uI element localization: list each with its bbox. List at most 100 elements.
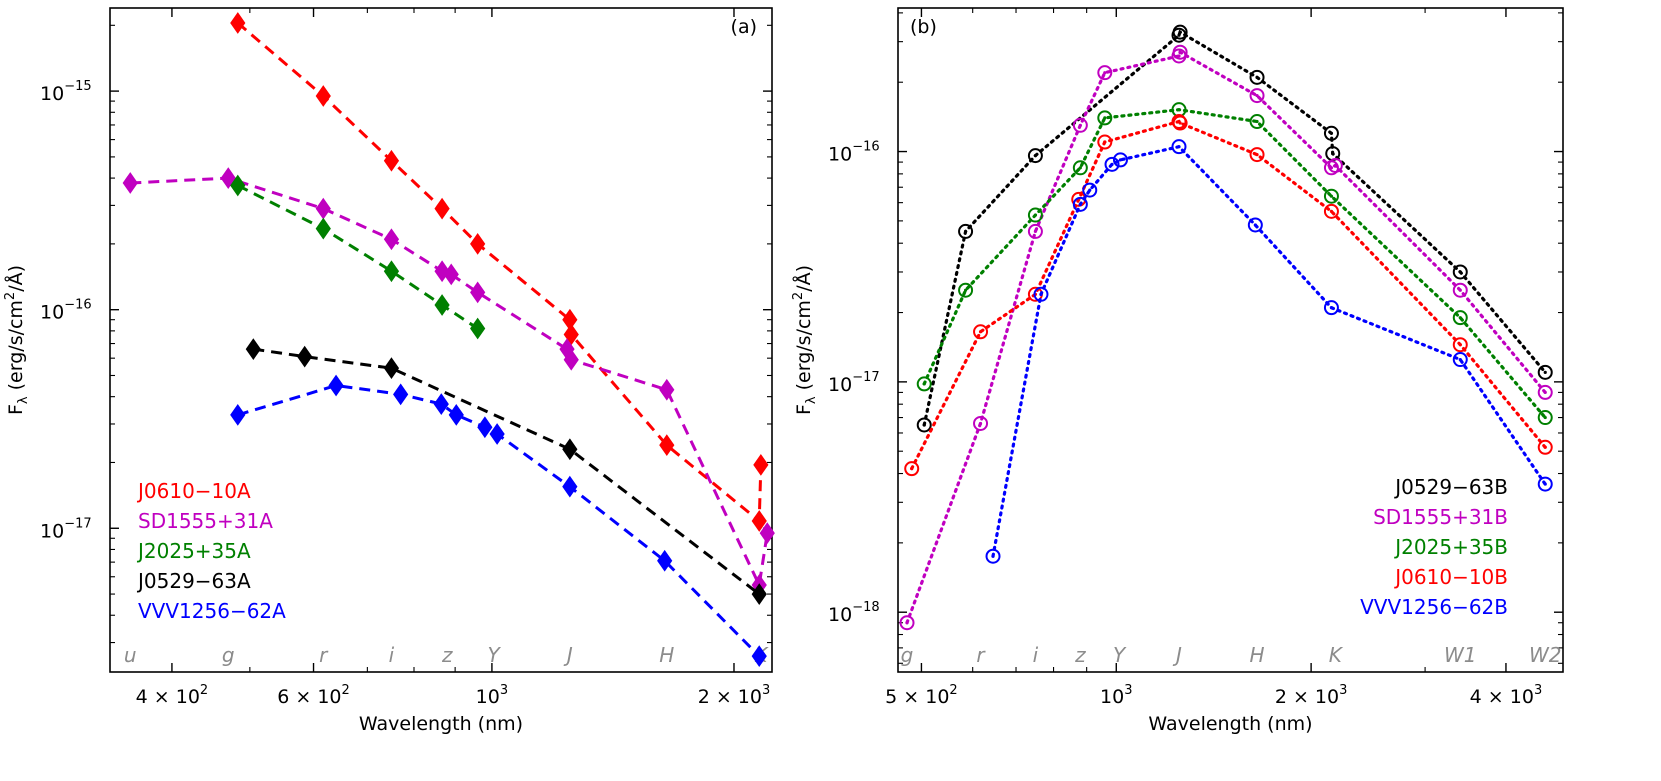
band-label-j: J <box>1172 643 1182 667</box>
data-point-dot <box>1178 30 1182 34</box>
series-line <box>253 347 761 596</box>
data-point-dot <box>1331 151 1335 156</box>
data-point-circle <box>1249 147 1265 163</box>
data-point-dot <box>1103 116 1107 120</box>
data-point-dot <box>978 421 983 426</box>
x-tick-exponent: 3 <box>1339 683 1347 698</box>
series-VVV1256−62A <box>230 374 767 668</box>
data-point-circle <box>1172 44 1188 60</box>
x-tick-label: 5 × 102 <box>885 683 958 708</box>
band-label-w1: W1 <box>1444 643 1477 667</box>
data-point-dot <box>963 288 968 292</box>
series-J0610−10A <box>230 12 769 532</box>
data-point-dot <box>963 229 968 234</box>
y-tick-label: 10−17 <box>40 516 92 542</box>
data-point-dot <box>1255 75 1259 79</box>
data-point-diamond <box>470 281 486 304</box>
data-point-diamond <box>562 438 578 461</box>
data-point-circle <box>1452 282 1468 298</box>
data-point-circle <box>1072 160 1088 176</box>
data-point-circle <box>1104 156 1120 172</box>
legend-entry: J0529−63A <box>136 569 251 593</box>
x-tick-label: 4 × 102 <box>136 683 209 708</box>
panel-label: (a) <box>731 16 757 38</box>
data-point-circle <box>1327 157 1343 173</box>
data-point-dot <box>1543 370 1547 374</box>
data-point-diamond <box>657 549 673 572</box>
panel-b: 5 × 102 103 2 × 103 4 × 103 10−16 10−17 10−18 W… <box>791 7 1564 735</box>
plot-frame <box>897 7 1564 673</box>
series-SD1555+31B <box>899 44 1553 631</box>
series-line <box>905 49 1547 625</box>
data-point-circle <box>1452 310 1468 326</box>
data-point-dot <box>1329 306 1334 310</box>
x-tick-label: 4 × 103 <box>1470 683 1543 708</box>
y-axis-label-units: (erg/s/cm <box>793 300 815 396</box>
data-point-diamond <box>383 357 400 380</box>
y-axis-label-superscript: 2 <box>3 292 18 300</box>
data-point-diamond <box>470 233 486 255</box>
series-J2025+35B <box>916 102 1553 426</box>
series-line <box>922 108 1547 420</box>
x-axis-label: Wavelength (nm) <box>1148 713 1312 735</box>
data-point-diamond <box>443 263 459 286</box>
legend-entry: J0529−63B <box>1393 475 1508 499</box>
data-point-diamond <box>751 583 767 605</box>
data-point-circle <box>1082 182 1098 198</box>
data-point-circle <box>1027 207 1043 223</box>
band-label-z: z <box>441 643 453 667</box>
data-point-circle <box>985 548 1001 564</box>
data-point-circle <box>1452 264 1468 280</box>
data-point-diamond <box>751 510 767 532</box>
legend-entry: J2025+35B <box>1393 535 1508 559</box>
data-point-dot <box>1255 152 1259 157</box>
x-tick-exponent: 2 <box>342 683 350 698</box>
x-tick-label: 2 × 103 <box>698 683 771 708</box>
data-point-circle <box>1172 24 1188 40</box>
band-label-g: g <box>901 643 914 667</box>
data-point-dot <box>1103 71 1107 75</box>
data-point-dot <box>1458 316 1462 320</box>
y-axis-label: Fλ (erg/s/cm2/Å) <box>791 265 819 415</box>
data-point-dot <box>922 423 926 427</box>
data-point-dot <box>1543 482 1547 486</box>
data-point-circle <box>1537 439 1553 455</box>
data-point-circle <box>1537 410 1553 426</box>
legend-entry: J0610−10A <box>136 479 251 503</box>
x-tick-exponent: 3 <box>1124 683 1132 698</box>
band-label-g: g <box>222 643 235 667</box>
data-point-diamond <box>659 434 675 457</box>
panel-label: (b) <box>910 16 937 38</box>
data-point-circle <box>916 376 932 392</box>
data-point-diamond <box>315 217 331 240</box>
data-point-dot <box>1177 145 1181 149</box>
data-point-circle <box>1452 337 1468 353</box>
data-point-circle <box>1097 110 1113 126</box>
y-axis-label-subscript: λ <box>16 396 31 404</box>
data-point-diamond <box>230 404 246 426</box>
data-point-circle <box>916 417 932 433</box>
data-point-diamond <box>753 453 769 476</box>
data-point-dot <box>1177 54 1181 58</box>
data-point-circle <box>1537 476 1553 492</box>
panel-a: 4 × 102 6 × 102 103 2 × 103 10−15 10−16 10−17 W… <box>3 7 775 735</box>
data-point-circle <box>899 615 915 631</box>
data-point-diamond <box>315 197 331 220</box>
data-point-dot <box>1543 445 1547 449</box>
data-point-diamond <box>383 228 400 251</box>
data-point-circle <box>958 282 974 298</box>
data-point-circle <box>1033 286 1049 302</box>
y-axis-label-units-end: /Å) <box>792 265 815 292</box>
data-point-diamond <box>751 645 767 668</box>
y-tick-exponent: −16 <box>852 140 879 155</box>
data-point-circle <box>1249 88 1265 104</box>
series-line <box>236 21 763 525</box>
data-point-dot <box>1078 166 1082 170</box>
plot-frame <box>109 7 773 673</box>
data-point-circle <box>1323 188 1339 204</box>
x-tick-exponent: 2 <box>200 683 208 698</box>
y-tick-label: 10−16 <box>828 140 880 166</box>
data-point-diamond <box>122 172 138 194</box>
data-point-dot <box>1118 158 1123 162</box>
data-point-dot <box>1178 50 1182 54</box>
